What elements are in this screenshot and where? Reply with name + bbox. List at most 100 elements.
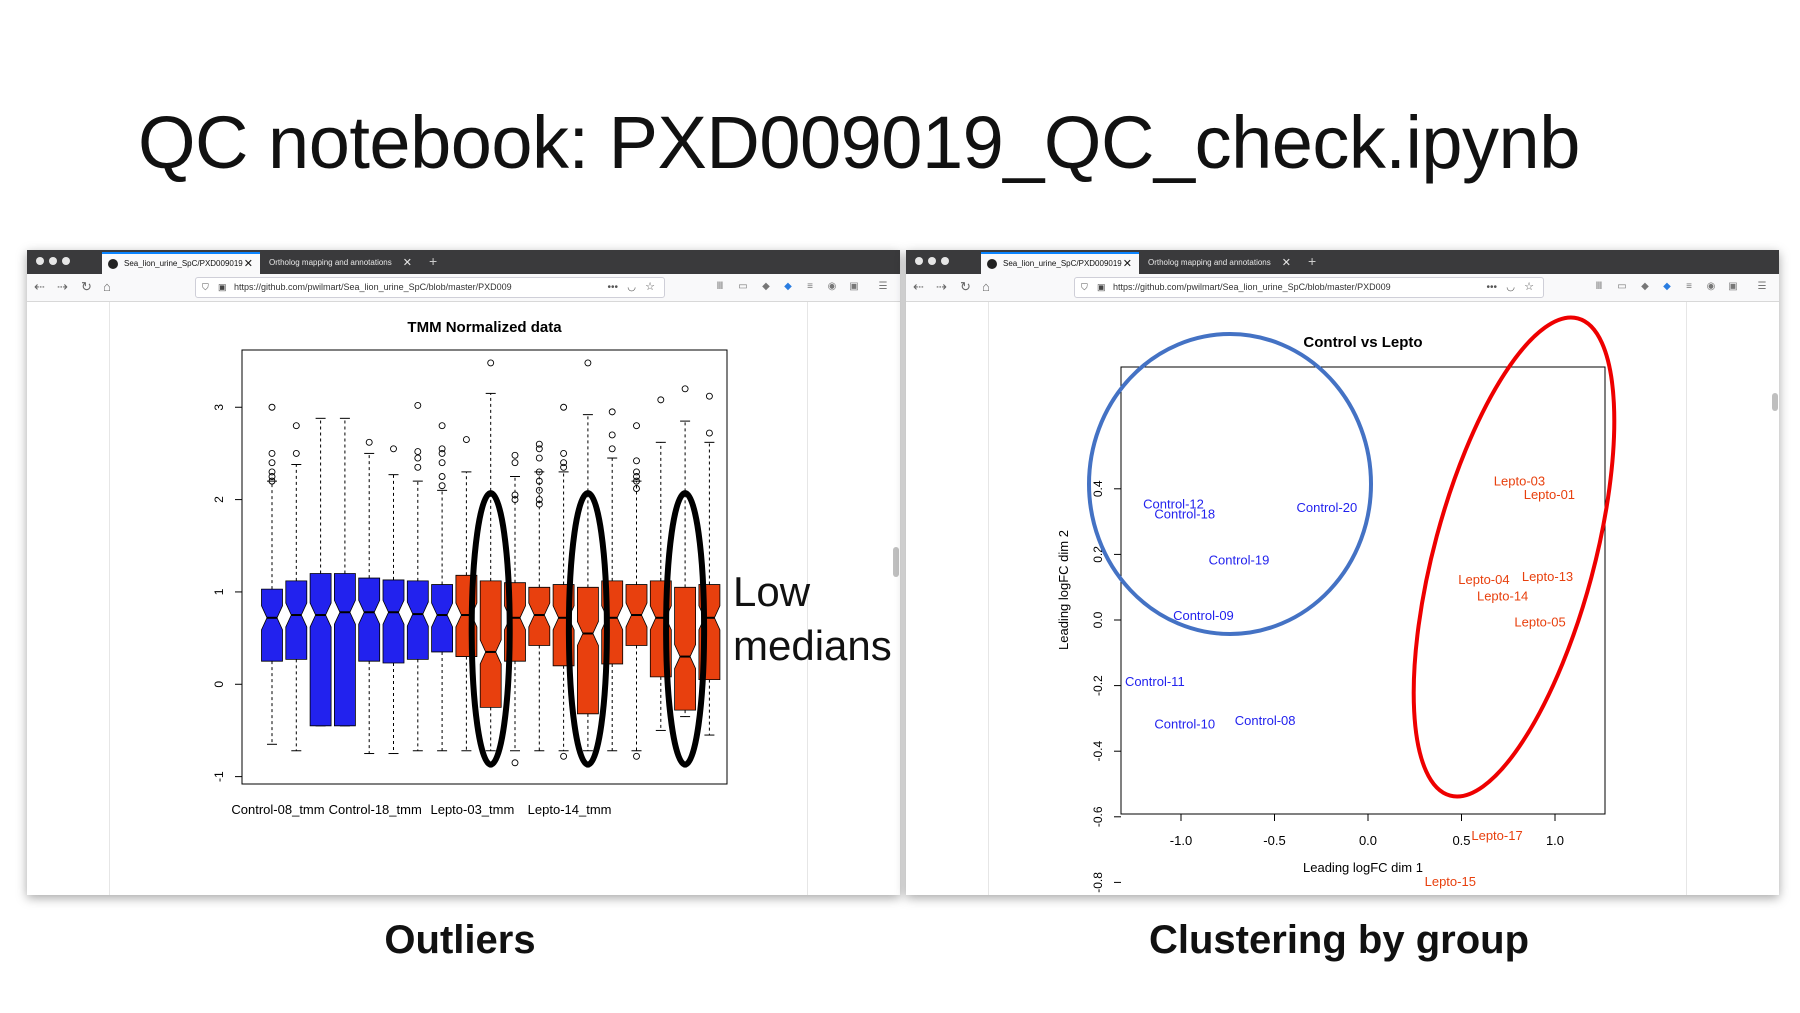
extension-icon[interactable]: ≡ bbox=[1686, 281, 1692, 292]
page-actions-icon[interactable]: ••• bbox=[607, 282, 618, 293]
y-tick-label: 0 bbox=[212, 681, 226, 688]
box-4 bbox=[333, 417, 356, 727]
menu-icon[interactable]: ☰ bbox=[878, 281, 888, 292]
browser-window-right: Sea_lion_urine_SpC/PXD009019 ✕ Ortholog … bbox=[906, 250, 1779, 895]
extension-icon[interactable]: ◉ bbox=[827, 281, 837, 292]
window-close-dot[interactable] bbox=[915, 257, 923, 265]
outlier-point bbox=[268, 473, 276, 480]
x-tick-label: 0.0 bbox=[1359, 833, 1377, 848]
shield-icon[interactable]: ⛉ bbox=[202, 282, 209, 292]
box-body bbox=[577, 586, 599, 715]
extension-icon[interactable]: ▣ bbox=[849, 281, 859, 292]
pocket-icon[interactable]: ◡ bbox=[627, 282, 636, 293]
url-bar[interactable]: ⛉ ▣ https://github.com/pwilmart/Sea_lion… bbox=[195, 277, 665, 298]
extension-icon[interactable]: ◆ bbox=[762, 281, 770, 292]
outlier-point bbox=[560, 403, 568, 411]
outlier-point bbox=[511, 759, 519, 767]
y-tick-label: -0.2 bbox=[1091, 675, 1105, 696]
url-bar[interactable]: ⛉ ▣ https://github.com/pwilmart/Sea_lion… bbox=[1074, 277, 1544, 298]
lock-icon[interactable]: ▣ bbox=[218, 282, 227, 292]
outlier-point bbox=[438, 449, 446, 457]
chart-title: TMM Normalized data bbox=[407, 319, 562, 336]
window-close-dot[interactable] bbox=[36, 257, 44, 265]
x-tick-label: Control-08_tmm bbox=[231, 802, 324, 817]
outlier-point bbox=[414, 401, 422, 409]
point-label: Control-09 bbox=[1173, 608, 1234, 623]
tab-close-icon[interactable]: ✕ bbox=[402, 257, 412, 269]
extension-icon[interactable]: ◆ bbox=[1641, 281, 1649, 292]
tab-close-icon[interactable]: ✕ bbox=[1122, 258, 1132, 270]
tab-sea-lion[interactable]: Sea_lion_urine_SpC/PXD009019 ✕ bbox=[981, 252, 1139, 274]
slide-title: QC notebook: PXD009019_QC_check.ipynb bbox=[138, 101, 1580, 184]
box-8 bbox=[431, 422, 454, 752]
title-bar: Sea_lion_urine_SpC/PXD009019 ✕ Ortholog … bbox=[27, 250, 900, 274]
back-arrow-icon[interactable]: ⇠ bbox=[913, 279, 924, 294]
window-zoom-dot[interactable] bbox=[62, 257, 70, 265]
url-text[interactable]: https://github.com/pwilmart/Sea_lion_uri… bbox=[234, 282, 512, 292]
extension-icon[interactable]: ◆ bbox=[784, 281, 792, 292]
box-3 bbox=[309, 417, 332, 727]
extension-icon[interactable]: ◉ bbox=[1706, 281, 1716, 292]
forward-arrow-icon[interactable]: ⇢ bbox=[57, 279, 68, 294]
point-label: Lepto-03 bbox=[1494, 474, 1545, 489]
page-actions-icon[interactable]: ••• bbox=[1486, 282, 1497, 293]
box-5 bbox=[358, 438, 381, 755]
window-minimize-dot[interactable] bbox=[928, 257, 936, 265]
menu-icon[interactable]: ☰ bbox=[1757, 281, 1767, 292]
nav-bar: ⇠ ⇢ ↻ ⌂ ⛉ ▣ https://github.com/pwilmart/… bbox=[27, 274, 900, 302]
box-body bbox=[431, 584, 454, 653]
outlier-point bbox=[633, 473, 640, 480]
tab-close-icon[interactable]: ✕ bbox=[243, 258, 253, 270]
library-icon[interactable]: Ⅲ bbox=[1595, 281, 1603, 292]
box-body bbox=[261, 588, 283, 662]
outlier-point bbox=[705, 429, 713, 437]
box-2 bbox=[285, 422, 308, 752]
page-content: TMM Normalized data -1 0 1 2 3 Control-08_tmm C… bbox=[27, 302, 900, 895]
outlier-point bbox=[633, 457, 640, 465]
box-body bbox=[674, 586, 696, 711]
scrollbar-thumb[interactable] bbox=[1772, 393, 1778, 411]
sidebar-icon[interactable]: ▭ bbox=[738, 281, 748, 292]
window-zoom-dot[interactable] bbox=[941, 257, 949, 265]
page-gutter bbox=[988, 302, 989, 895]
back-arrow-icon[interactable]: ⇠ bbox=[34, 279, 45, 294]
x-tick-label: Lepto-14_tmm bbox=[528, 802, 612, 817]
shield-icon[interactable]: ⛉ bbox=[1081, 282, 1088, 292]
home-icon[interactable]: ⌂ bbox=[103, 279, 111, 294]
nav-bar: ⇠ ⇢ ↻ ⌂ ⛉ ▣ https://github.com/pwilmart/… bbox=[906, 274, 1779, 302]
github-icon bbox=[108, 259, 118, 269]
new-tab-icon[interactable]: + bbox=[429, 253, 438, 269]
reload-icon[interactable]: ↻ bbox=[81, 279, 92, 294]
scrollbar-thumb[interactable] bbox=[893, 547, 899, 577]
outlier-point bbox=[560, 752, 568, 760]
forward-arrow-icon[interactable]: ⇢ bbox=[936, 279, 947, 294]
box-1 bbox=[261, 403, 283, 745]
x-tick-label: Lepto-03_tmm bbox=[430, 802, 514, 817]
x-tick-label: 1.0 bbox=[1546, 833, 1564, 848]
new-tab-icon[interactable]: + bbox=[1308, 253, 1317, 269]
url-text[interactable]: https://github.com/pwilmart/Sea_lion_uri… bbox=[1113, 282, 1391, 292]
extension-icon[interactable]: ▣ bbox=[1728, 281, 1738, 292]
box-body bbox=[479, 580, 502, 708]
outlier-point bbox=[268, 477, 276, 485]
reload-icon[interactable]: ↻ bbox=[960, 279, 971, 294]
outlier-point bbox=[657, 396, 665, 404]
tab-sea-lion[interactable]: Sea_lion_urine_SpC/PXD009019 ✕ bbox=[102, 252, 260, 274]
extension-icon[interactable]: ≡ bbox=[807, 281, 813, 292]
bookmark-star-icon[interactable]: ☆ bbox=[645, 281, 655, 293]
library-icon[interactable]: Ⅲ bbox=[716, 281, 724, 292]
outlier-point bbox=[608, 431, 616, 439]
window-minimize-dot[interactable] bbox=[49, 257, 57, 265]
tab-close-icon[interactable]: ✕ bbox=[1281, 257, 1291, 269]
home-icon[interactable]: ⌂ bbox=[982, 279, 990, 294]
outlier-point bbox=[438, 459, 446, 467]
bookmark-star-icon[interactable]: ☆ bbox=[1524, 281, 1534, 293]
tab-ortholog[interactable]: Ortholog mapping and annotations ✕ bbox=[1140, 252, 1298, 274]
tab-ortholog[interactable]: Ortholog mapping and annotations ✕ bbox=[261, 252, 419, 274]
extension-icon[interactable]: ◆ bbox=[1663, 281, 1671, 292]
pocket-icon[interactable]: ◡ bbox=[1506, 282, 1515, 293]
outlier-point bbox=[681, 385, 689, 393]
lock-icon[interactable]: ▣ bbox=[1097, 282, 1106, 292]
highlight-ellipse bbox=[565, 490, 610, 768]
sidebar-icon[interactable]: ▭ bbox=[1617, 281, 1627, 292]
